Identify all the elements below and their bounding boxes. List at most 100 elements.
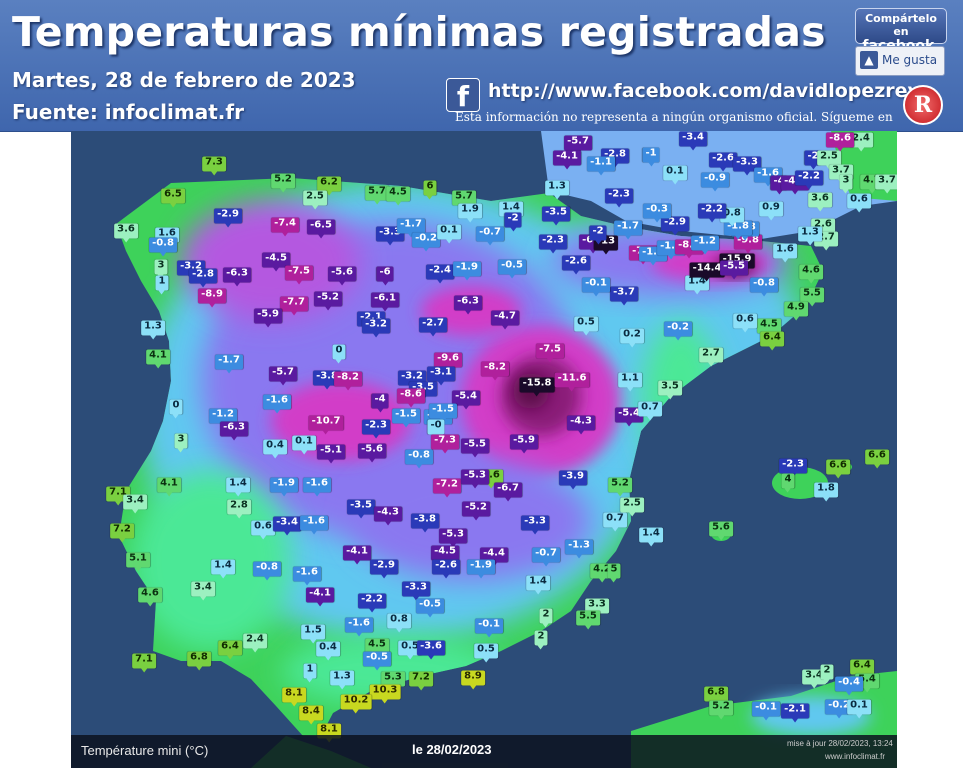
station-marker: -2 bbox=[504, 212, 522, 232]
station-marker: 7.3 bbox=[202, 156, 226, 176]
like-button[interactable]: ▲ Me gusta bbox=[855, 46, 945, 76]
station-marker: -1.9 bbox=[270, 477, 298, 497]
station-marker: -1.3 bbox=[565, 539, 593, 559]
station-marker: -5.5 bbox=[720, 260, 748, 280]
station-marker: -2.8 bbox=[189, 268, 217, 288]
station-marker: -3.4 bbox=[273, 516, 301, 536]
station-marker: 4.1 bbox=[157, 477, 181, 497]
station-marker: -5.7 bbox=[269, 366, 297, 386]
station-marker: -2.6 bbox=[562, 255, 590, 275]
station-marker: -2.3 bbox=[779, 458, 807, 478]
thumbs-up-icon: ▲ bbox=[860, 51, 878, 69]
station-marker: -0.1 bbox=[582, 277, 610, 297]
station-marker: 5.1 bbox=[126, 552, 150, 572]
station-marker: -3.8 bbox=[411, 513, 439, 533]
footer-legend: Température mini (°C) bbox=[81, 743, 209, 758]
station-marker: -7.5 bbox=[536, 343, 564, 363]
station-marker: 10.3 bbox=[369, 684, 401, 704]
station-marker: -5.7 bbox=[564, 135, 592, 155]
station-marker: -5.3 bbox=[461, 469, 489, 489]
station-marker: -0.5 bbox=[498, 259, 526, 279]
station-marker: 0.8 bbox=[387, 613, 411, 633]
station-marker: -2.3 bbox=[362, 419, 390, 439]
station-marker: 5 bbox=[607, 563, 621, 583]
station-marker: -0.9 bbox=[701, 172, 729, 192]
station-marker: -7.2 bbox=[433, 478, 461, 498]
station-marker: -4.1 bbox=[553, 150, 581, 170]
station-marker: -6.3 bbox=[220, 421, 248, 441]
station-marker: 6.4 bbox=[760, 331, 784, 351]
station-marker: 0 bbox=[332, 344, 346, 364]
station-marker: -3.3 bbox=[733, 156, 761, 176]
station-marker: -2.6 bbox=[709, 152, 737, 172]
station-marker: -6.7 bbox=[494, 482, 522, 502]
station-marker: -1.7 bbox=[614, 220, 642, 240]
station-marker: 6.5 bbox=[161, 188, 185, 208]
station-marker: -4 bbox=[371, 393, 389, 413]
station-marker: 6.6 bbox=[826, 459, 850, 479]
facebook-icon[interactable]: f bbox=[446, 78, 480, 112]
station-marker: 0.6 bbox=[733, 313, 757, 333]
station-marker: -4.5 bbox=[431, 545, 459, 565]
station-marker: -2.2 bbox=[698, 203, 726, 223]
station-marker: -5.4 bbox=[615, 407, 643, 427]
station-marker: -5.4 bbox=[452, 390, 480, 410]
station-marker: 4.1 bbox=[146, 349, 170, 369]
station-marker: -5.3 bbox=[439, 528, 467, 548]
station-marker: -1.1 bbox=[587, 156, 615, 176]
station-marker: -6 bbox=[376, 266, 394, 286]
station-marker: 2.8 bbox=[227, 499, 251, 519]
station-marker: -3.9 bbox=[559, 470, 587, 490]
station-marker: 1.3 bbox=[141, 320, 165, 340]
station-marker: 2.7 bbox=[699, 347, 723, 367]
share-line1: Compártelo en bbox=[865, 12, 937, 38]
station-marker: -7.7 bbox=[280, 296, 308, 316]
station-marker: -5.9 bbox=[254, 308, 282, 328]
station-marker: 0.2 bbox=[620, 328, 644, 348]
station-marker: 2.5 bbox=[817, 150, 841, 170]
station-marker: 2.4 bbox=[243, 633, 267, 653]
station-marker: 1.4 bbox=[685, 275, 709, 295]
station-marker: 0.7 bbox=[638, 401, 662, 421]
station-marker: 0.1 bbox=[292, 435, 316, 455]
station-marker: -0.4 bbox=[835, 676, 863, 696]
station-marker: 6.4 bbox=[850, 659, 874, 679]
station-marker: 6.6 bbox=[865, 449, 889, 469]
station-marker: -8.6 bbox=[826, 132, 854, 152]
station-marker: -5.6 bbox=[358, 443, 386, 463]
station-marker: -2.1 bbox=[781, 703, 809, 723]
station-marker: -6.3 bbox=[223, 267, 251, 287]
station-marker: -2.9 bbox=[214, 208, 242, 228]
station-marker: 3 bbox=[839, 174, 853, 194]
station-marker: -2.3 bbox=[539, 234, 567, 254]
temperature-map: 7.3 5.2 6.2 6.5 2.5 5.7 4.5 6 5.7 1.9 3.6 1.6 -0.8 -2… bbox=[71, 131, 897, 768]
station-marker: 2.5 bbox=[303, 190, 327, 210]
station-marker: 1.3 bbox=[798, 226, 822, 246]
facebook-url-link[interactable]: http://www.facebook.com/davidlopezrey bbox=[488, 80, 920, 102]
station-marker: 1 bbox=[155, 275, 169, 295]
station-marker: -4.3 bbox=[374, 506, 402, 526]
station-marker: 0.4 bbox=[316, 641, 340, 661]
share-on-facebook-button[interactable]: Compártelo en facebook. bbox=[855, 8, 947, 54]
station-marker: -1 bbox=[642, 147, 660, 167]
station-marker: 0.4 bbox=[263, 439, 287, 459]
station-marker: 6.8 bbox=[187, 651, 211, 671]
station-marker: -5.1 bbox=[317, 444, 345, 464]
station-marker: 8.9 bbox=[461, 670, 485, 690]
author-logo-icon[interactable]: R bbox=[903, 85, 943, 125]
station-marker: -8.2 bbox=[334, 371, 362, 391]
station-marker: -2.3 bbox=[605, 188, 633, 208]
station-marker: -1.2 bbox=[691, 235, 719, 255]
station-marker: 1.4 bbox=[211, 559, 235, 579]
station-marker: 1.6 bbox=[773, 243, 797, 263]
station-marker: -0.1 bbox=[752, 701, 780, 721]
station-marker: 1.1 bbox=[618, 372, 642, 392]
station-marker: 6.4 bbox=[218, 640, 242, 660]
station-marker: 0.7 bbox=[603, 512, 627, 532]
footer-site: www.infoclimat.fr bbox=[825, 752, 886, 761]
station-marker: -0.8 bbox=[253, 561, 281, 581]
station-marker: 6 bbox=[423, 180, 437, 200]
footer-date: le 28/02/2023 bbox=[412, 742, 492, 757]
station-marker: -8.2 bbox=[481, 361, 509, 381]
station-marker: -0.8 bbox=[149, 237, 177, 257]
